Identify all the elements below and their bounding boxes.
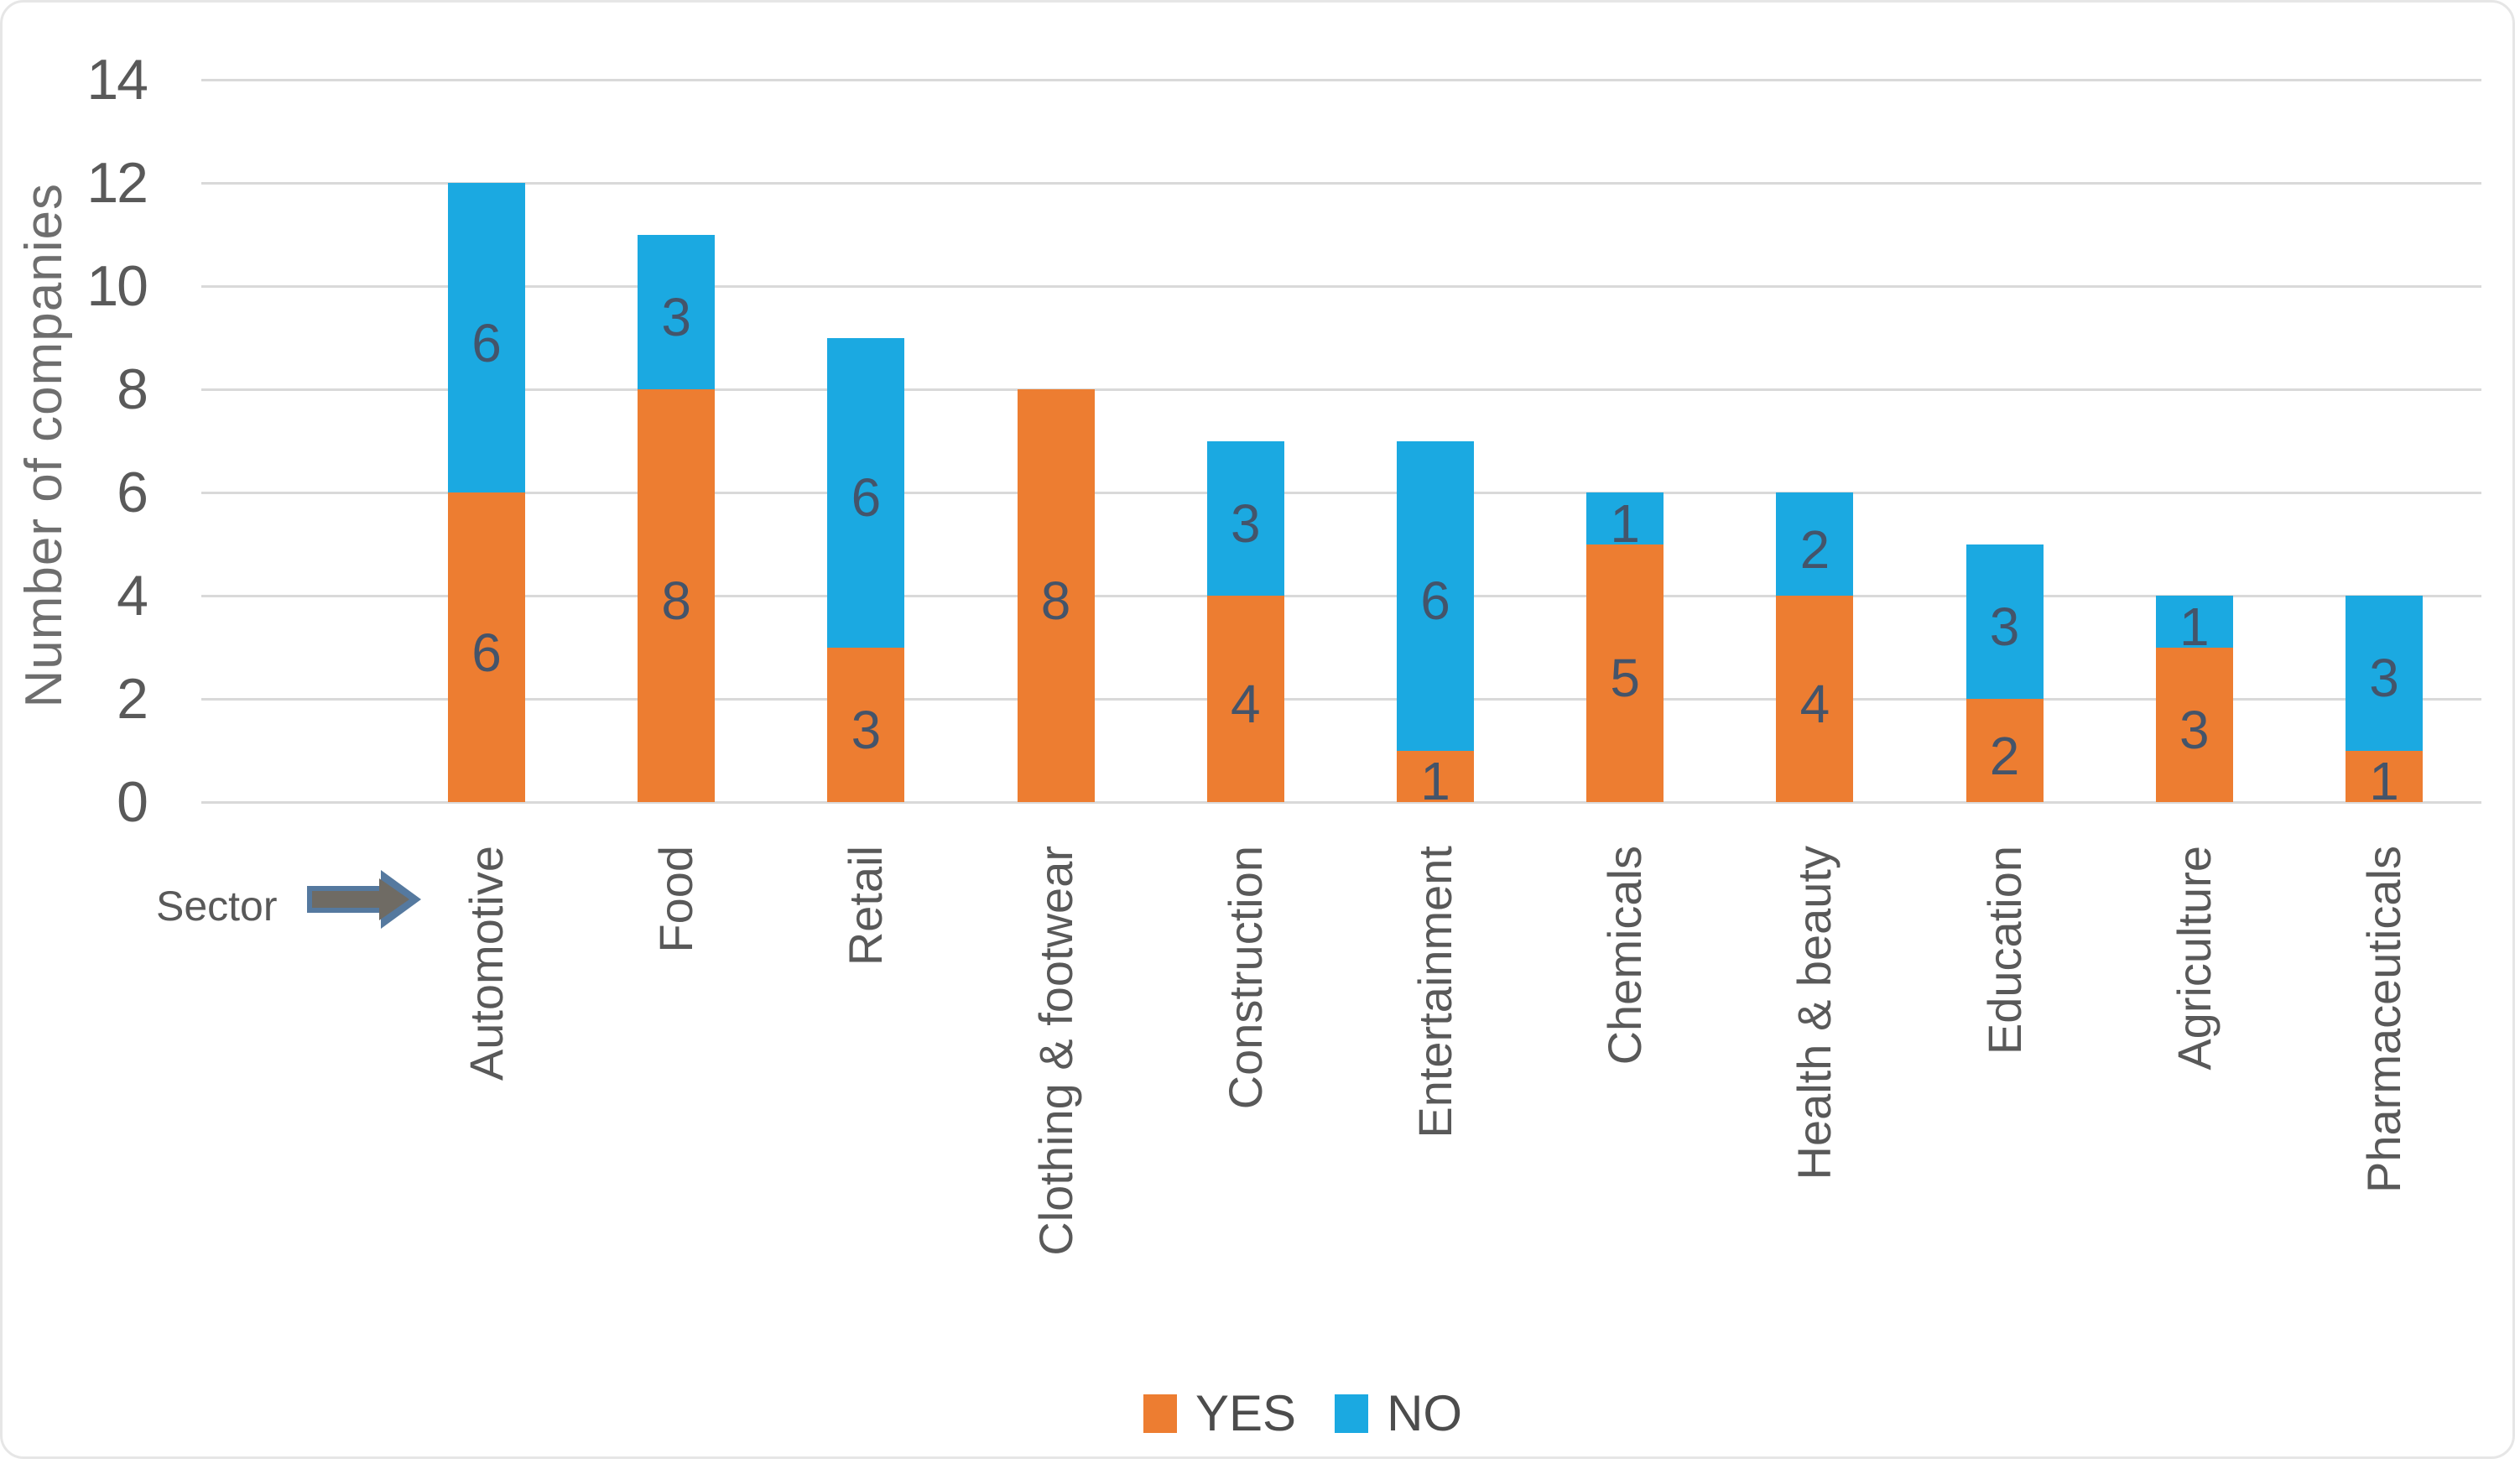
- legend-label-no: NO: [1387, 1385, 1463, 1441]
- bar-segment-yes-3: [1017, 389, 1095, 802]
- bar-segment-yes-7: [1776, 596, 1854, 802]
- category-label-8: Education: [1977, 846, 2031, 1055]
- bar-value-label-yes-7: 4: [1799, 674, 1830, 734]
- category-label-2: Retail: [839, 846, 893, 966]
- bar-segment-yes-5: [1397, 750, 1474, 802]
- bar-segment-no-2: [827, 337, 905, 648]
- sector-arrow-head-inner-icon: [379, 878, 409, 920]
- bar-value-label-no-9: 1: [2179, 596, 2210, 657]
- gridline-y12: [201, 182, 2481, 185]
- gridline-y4: [201, 595, 2481, 597]
- legend-entry-no: NO: [1335, 1388, 1462, 1439]
- legend-label-yes: YES: [1195, 1385, 1297, 1441]
- y-tick-label-0: 0: [117, 770, 148, 834]
- category-label-4: Construction: [1218, 846, 1272, 1110]
- gridline-y14: [201, 79, 2481, 81]
- bar-segment-yes-2: [827, 647, 905, 802]
- bar-segment-no-7: [1776, 492, 1854, 596]
- gridline-y10: [201, 285, 2481, 288]
- category-label-3: Clothing & footwear: [1028, 846, 1082, 1256]
- bar-segment-yes-1: [638, 389, 716, 802]
- y-tick-label-6: 6: [117, 461, 148, 524]
- y-tick-label-2: 2: [117, 667, 148, 731]
- bar-segment-yes-6: [1586, 544, 1664, 802]
- bar-value-label-no-6: 1: [1610, 492, 1640, 554]
- category-label-0: Automotive: [460, 846, 513, 1081]
- bar-segment-yes-8: [1965, 699, 2044, 802]
- sector-arrow-icon: [307, 886, 386, 913]
- category-label-6: Chemicals: [1598, 846, 1652, 1065]
- y-tick-label-4: 4: [117, 564, 148, 628]
- gridline-y2: [201, 698, 2481, 701]
- bar-value-label-no-8: 3: [1989, 596, 2020, 657]
- bar-value-label-no-0: 6: [471, 312, 502, 373]
- bar-value-label-no-5: 6: [1420, 570, 1450, 631]
- bar-segment-no-1: [638, 234, 716, 389]
- bar-value-label-yes-4: 4: [1231, 674, 1261, 734]
- category-label-10: Pharmaceuticals: [2357, 846, 2410, 1193]
- bar-value-label-yes-1: 8: [661, 570, 691, 631]
- bar-segment-yes-9: [2155, 647, 2233, 802]
- bar-value-label-yes-8: 2: [1989, 725, 2020, 786]
- bar-segment-yes-10: [2346, 750, 2423, 802]
- bar-value-label-yes-5: 1: [1420, 751, 1450, 812]
- gridline-y8: [201, 388, 2481, 391]
- y-tick-label-14: 14: [86, 48, 148, 112]
- category-label-5: Entertainment: [1408, 846, 1461, 1138]
- bar-value-label-yes-2: 3: [851, 699, 882, 760]
- legend: YES NO: [1143, 1388, 1462, 1439]
- bar-segment-no-4: [1206, 440, 1284, 596]
- category-label-1: Food: [649, 846, 703, 953]
- bar-segment-no-0: [448, 183, 525, 492]
- gridline-y0: [201, 801, 2481, 804]
- bar-value-label-no-1: 3: [661, 286, 691, 347]
- legend-entry-yes: YES: [1143, 1388, 1296, 1439]
- sector-axis-label: Sector: [156, 883, 278, 930]
- bar-segment-yes-0: [448, 492, 525, 802]
- bar-segment-yes-4: [1206, 596, 1284, 802]
- legend-swatch-yes: [1143, 1394, 1177, 1433]
- bar-value-label-yes-9: 3: [2179, 699, 2210, 760]
- bar-value-label-yes-3: 8: [1040, 570, 1071, 631]
- bar-segment-no-10: [2346, 596, 2423, 751]
- bar-value-label-no-10: 3: [2369, 648, 2399, 709]
- bar-segment-no-6: [1586, 492, 1664, 544]
- legend-swatch-no: [1335, 1394, 1369, 1433]
- bar-value-label-no-7: 2: [1799, 518, 1830, 580]
- bar-value-label-no-4: 3: [1231, 492, 1261, 554]
- gridline-y6: [201, 492, 2481, 494]
- bar-value-label-yes-6: 5: [1610, 648, 1640, 709]
- y-tick-label-8: 8: [117, 357, 148, 421]
- category-label-9: Agriculture: [2167, 846, 2221, 1071]
- bar-segment-no-9: [2155, 596, 2233, 648]
- bar-value-label-yes-10: 1: [2369, 751, 2399, 812]
- bar-value-label-no-2: 6: [851, 467, 882, 528]
- bar-value-label-yes-0: 6: [471, 622, 502, 683]
- bar-segment-no-8: [1965, 544, 2044, 699]
- bar-segment-no-5: [1397, 440, 1474, 751]
- y-tick-label-10: 10: [86, 254, 148, 318]
- category-label-7: Health & beauty: [1788, 846, 1841, 1180]
- y-tick-label-12: 12: [86, 151, 148, 215]
